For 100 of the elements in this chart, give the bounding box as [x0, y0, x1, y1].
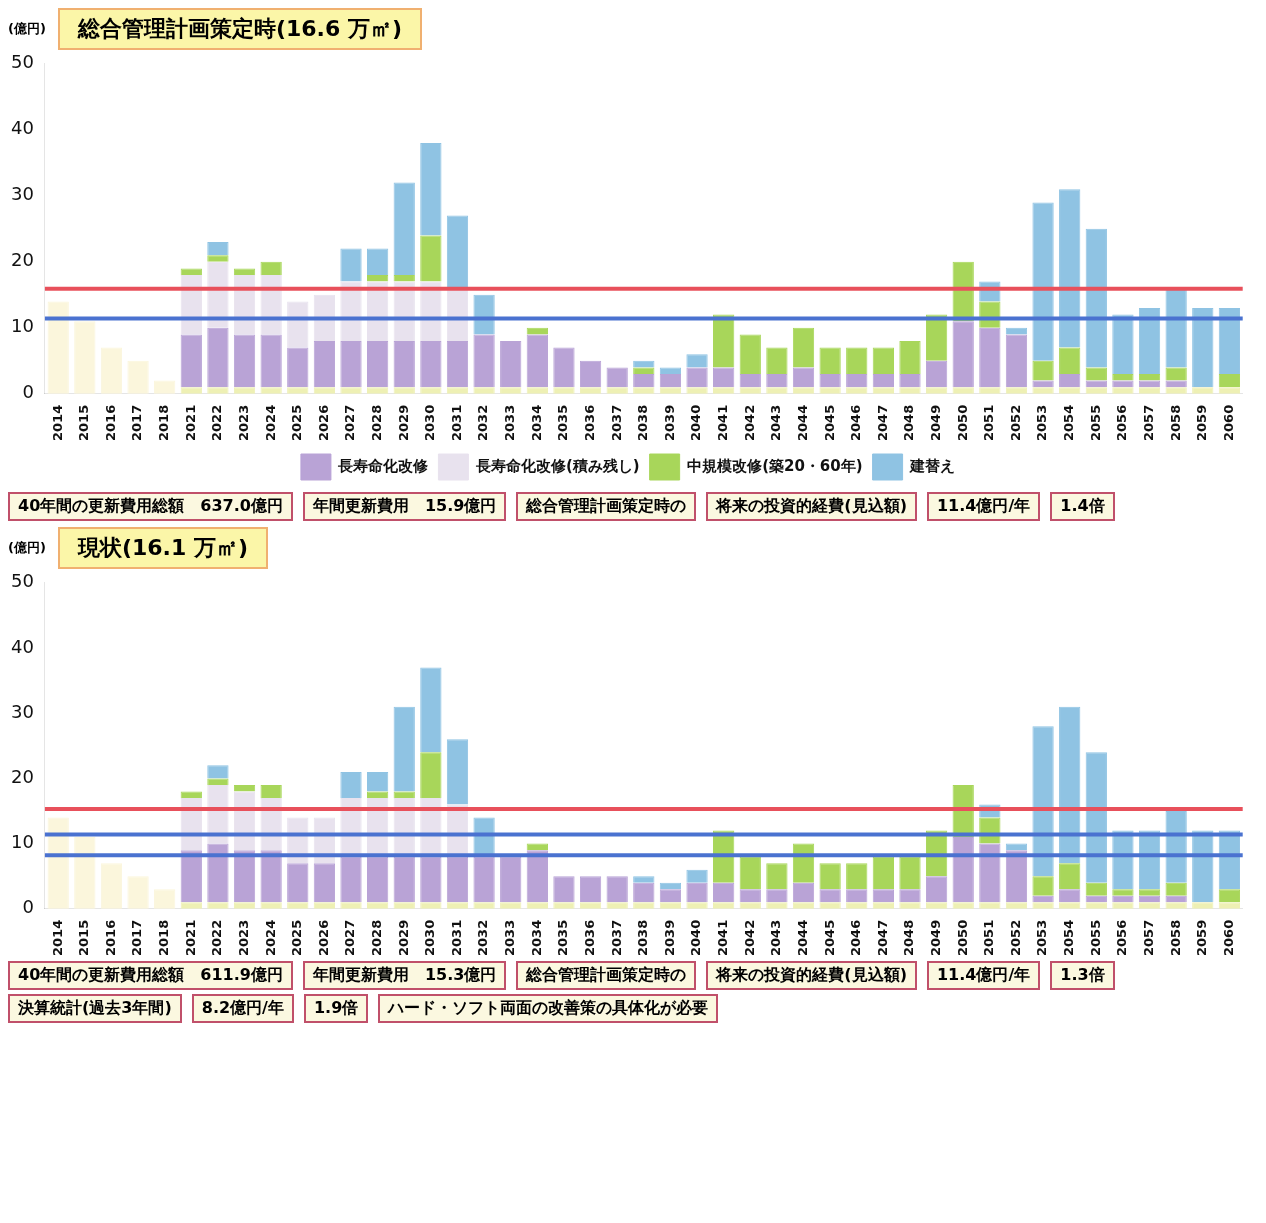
- bar: [846, 374, 868, 388]
- x-tick-label: 2046: [848, 919, 864, 957]
- x-tick-label: 2050: [954, 404, 970, 442]
- x-tick-label: 2026: [315, 919, 331, 957]
- x-tick-label: 2034: [528, 404, 544, 442]
- y-tick-label: 40: [11, 117, 34, 139]
- x-tick-label: 2017: [129, 404, 145, 442]
- bar: [899, 387, 921, 394]
- bar: [979, 843, 1001, 903]
- x-tick-label: 2059: [1194, 919, 1210, 957]
- bar: [420, 341, 442, 388]
- bar: [127, 876, 149, 909]
- x-tick-label: 2055: [1087, 404, 1103, 442]
- bar: [207, 327, 229, 388]
- bar: [1059, 347, 1081, 375]
- bar: [659, 374, 682, 388]
- bar: [899, 902, 921, 909]
- x-tick-label: 2051: [981, 919, 997, 957]
- x-tick-label: 2027: [342, 919, 358, 957]
- bar: [366, 791, 389, 798]
- x-tick-label: 2039: [661, 919, 677, 957]
- bar: [1138, 308, 1161, 375]
- bar: [260, 261, 282, 276]
- x-tick-label: 2059: [1194, 404, 1210, 442]
- bar: [579, 360, 602, 388]
- bar: [473, 387, 495, 394]
- bar: [74, 837, 96, 909]
- bar: [446, 739, 469, 805]
- y-tick-label: 0: [22, 381, 34, 403]
- text: 1.3倍: [1050, 961, 1115, 990]
- x-tick-label: 2036: [581, 919, 597, 957]
- bar: [899, 341, 921, 375]
- text: 1.9倍: [303, 994, 369, 1023]
- bar: [1112, 387, 1134, 394]
- text: ハード・ソフト両面の改善策の具体化が必要: [378, 994, 719, 1023]
- x-tick-label: 2023: [235, 919, 251, 957]
- bar: [100, 347, 123, 394]
- bar: [739, 889, 761, 903]
- x-tick-label: 2035: [555, 919, 571, 957]
- bar: [1059, 863, 1081, 890]
- bar: [473, 856, 495, 903]
- bar: [420, 143, 442, 236]
- x-tick-label: 2030: [422, 404, 438, 442]
- bar: [766, 347, 788, 375]
- bar: [846, 347, 868, 375]
- x-tick-label: 2038: [635, 919, 651, 957]
- bar: [979, 327, 1001, 388]
- bar: [500, 856, 522, 903]
- bar: [792, 367, 815, 388]
- bar: [686, 869, 708, 883]
- x-tick-label: 2018: [156, 919, 172, 957]
- y-tick-label: 20: [11, 766, 34, 788]
- bar: [1032, 902, 1054, 909]
- bar: [713, 367, 735, 388]
- text: 1.4倍: [1050, 492, 1115, 521]
- bar: [925, 876, 948, 903]
- bar: [1085, 882, 1107, 896]
- bar: [1165, 288, 1187, 368]
- x-tick-label: 2044: [794, 919, 810, 957]
- x-tick-label: 2030: [422, 919, 438, 957]
- bar: [260, 850, 282, 903]
- x-tick-label: 2021: [182, 919, 198, 957]
- bar: [872, 889, 895, 903]
- bar: [1112, 902, 1134, 909]
- bar: [500, 341, 522, 388]
- x-tick-label: 2060: [1220, 404, 1236, 442]
- bar: [633, 882, 655, 903]
- bar: [872, 374, 895, 388]
- bar: [1165, 882, 1187, 896]
- bar: [819, 347, 841, 375]
- bar: [579, 876, 602, 903]
- x-tick-label: 2046: [848, 404, 864, 442]
- bar: [74, 321, 96, 394]
- y-tick-label: 0: [22, 896, 34, 918]
- x-tick-label: 2038: [635, 404, 651, 442]
- bar: [766, 374, 788, 388]
- text: 40年間の更新費用総額 637.0億円: [8, 492, 293, 521]
- bar: [925, 360, 948, 388]
- x-tick-label: 2043: [768, 404, 784, 442]
- bar: [473, 902, 495, 909]
- x-tick-label: 2021: [182, 404, 198, 442]
- bar: [1032, 202, 1054, 361]
- bar: [1218, 889, 1241, 903]
- bar: [819, 374, 841, 388]
- y-tick-label: 30: [11, 700, 34, 722]
- x-tick-label: 2060: [1220, 919, 1236, 957]
- x-tick-label: 2032: [475, 404, 491, 442]
- x-tick-label: 2037: [608, 919, 624, 957]
- bar: [553, 876, 575, 903]
- text: 40年間の更新費用総額 611.9億円: [8, 961, 293, 990]
- x-tick-label: 2014: [49, 404, 65, 442]
- bar: [420, 856, 442, 903]
- x-tick-label: 2036: [581, 404, 597, 442]
- x-tick-label: 2050: [954, 919, 970, 957]
- y-tick-label: 50: [11, 570, 34, 592]
- bar: [739, 374, 761, 388]
- bar: [420, 667, 442, 753]
- bar: [899, 374, 921, 388]
- x-tick-label: 2058: [1167, 404, 1183, 442]
- bar: [686, 354, 708, 368]
